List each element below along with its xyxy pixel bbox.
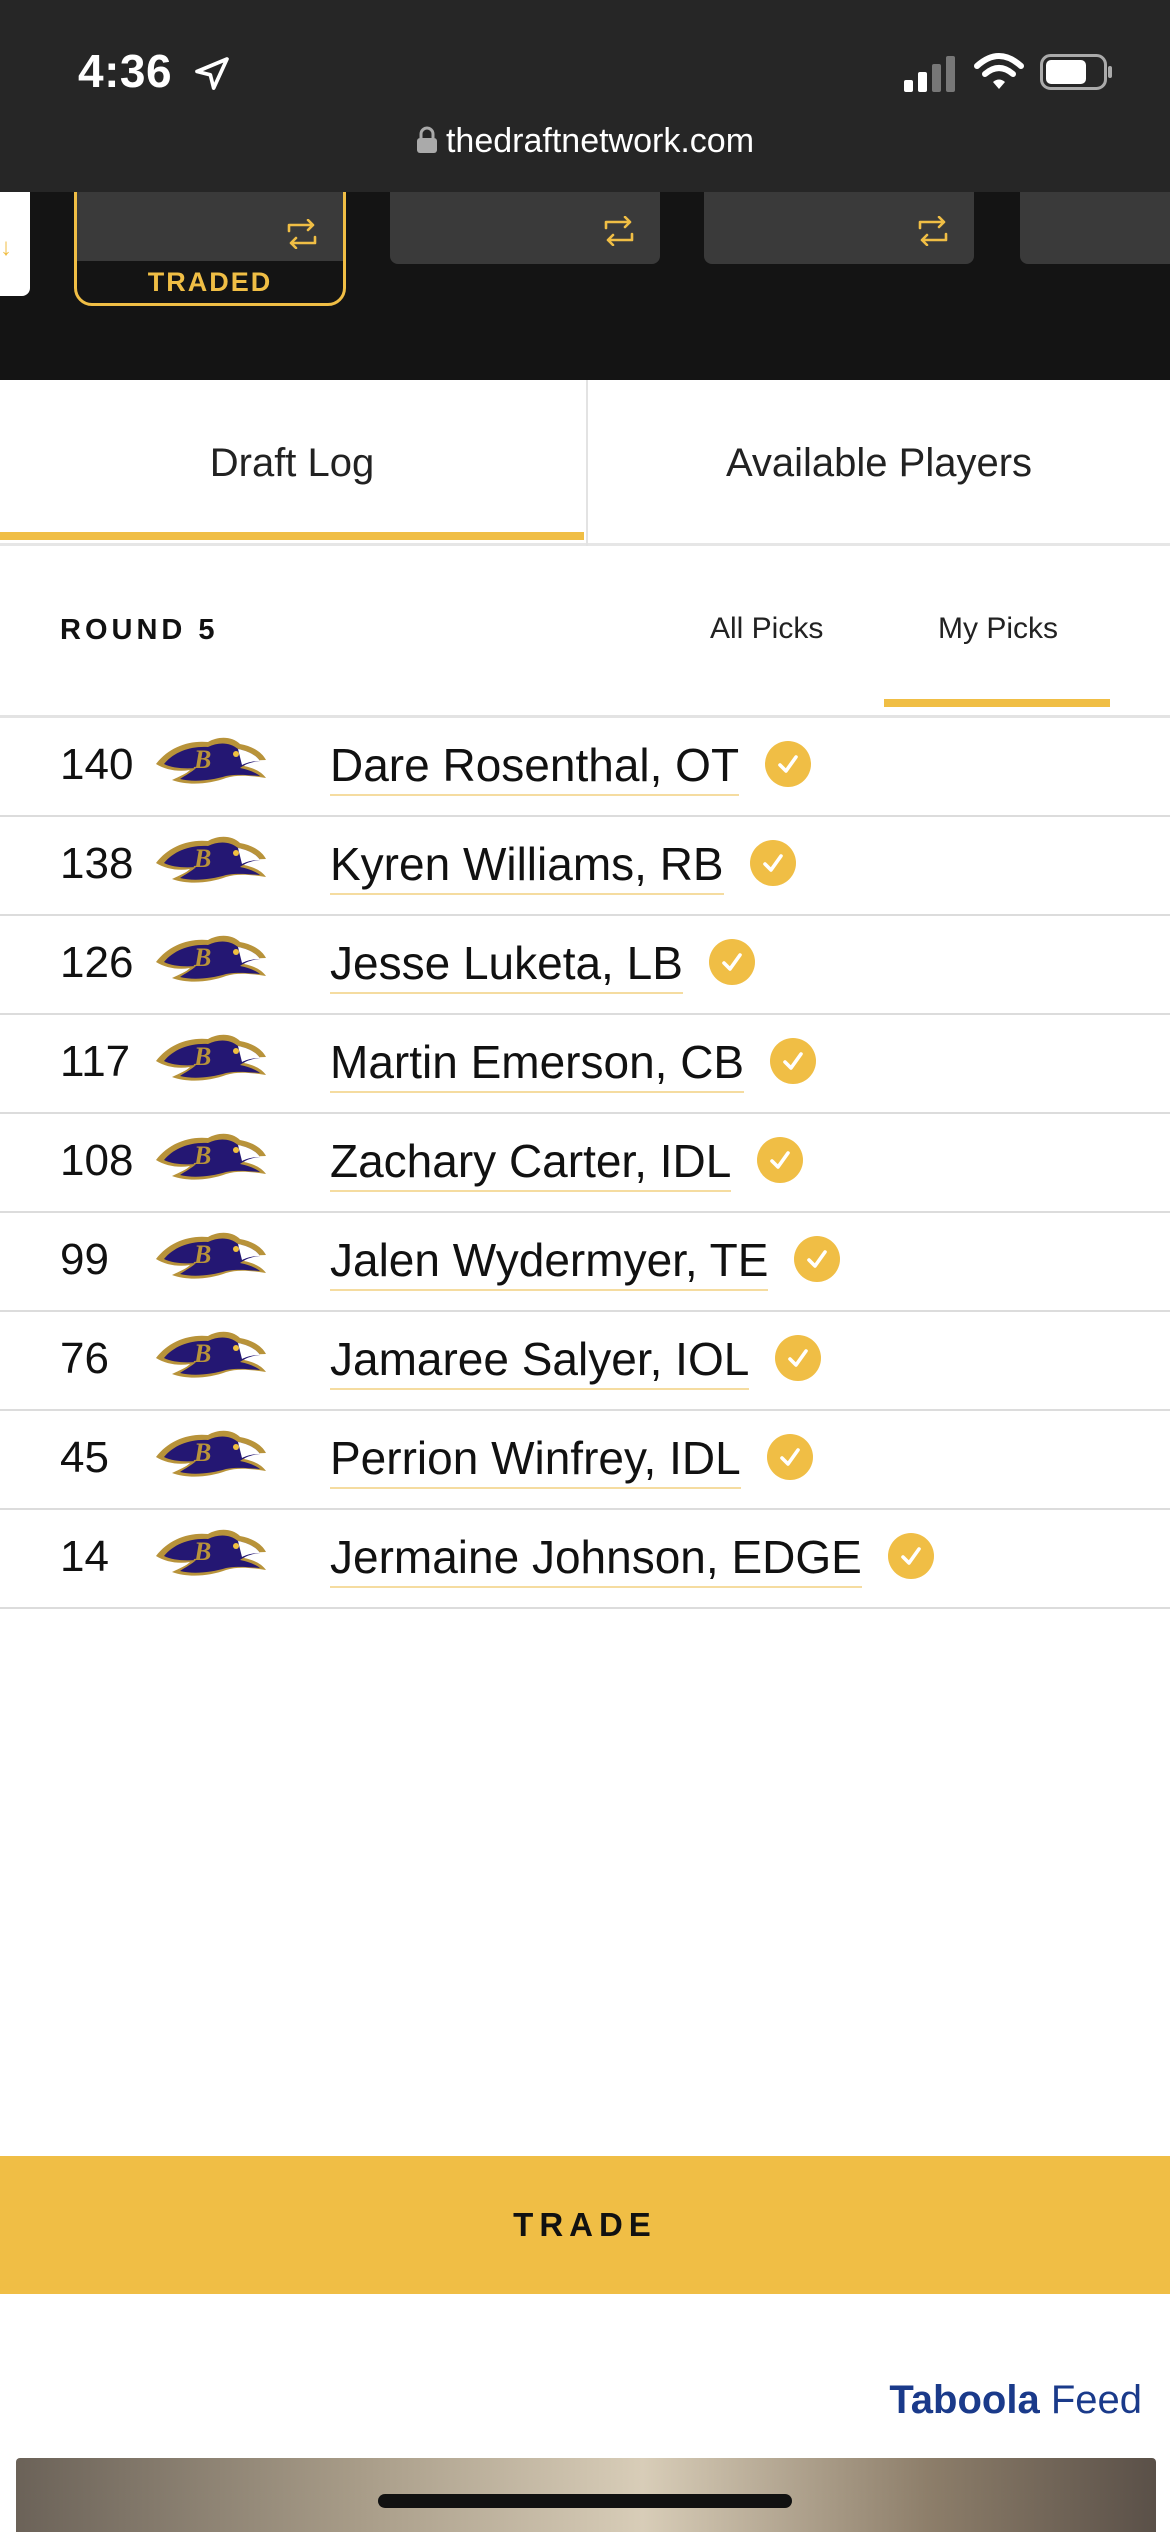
draft-card[interactable] — [1020, 192, 1170, 264]
trade-swap-icon — [918, 216, 948, 246]
svg-text:B: B — [193, 745, 211, 774]
check-icon — [887, 1533, 934, 1579]
player-name[interactable]: Kyren Williams, RB — [330, 837, 796, 895]
svg-text:B: B — [193, 1438, 211, 1467]
check-icon — [775, 1335, 822, 1381]
player-name[interactable]: Perrion Winfrey, IDL — [330, 1431, 813, 1489]
ravens-logo-icon: B — [156, 1529, 266, 1576]
battery-icon — [1040, 54, 1112, 90]
check-icon — [766, 1434, 813, 1480]
svg-text:B: B — [193, 1537, 211, 1566]
pick-row[interactable]: 108 B Zachary Carter, IDL — [0, 1114, 1170, 1213]
card-body — [77, 192, 343, 261]
pick-number: 117 — [60, 1037, 131, 1086]
player-name-text: Jermaine Johnson, EDGE — [330, 1530, 862, 1588]
taboola-feed: Feed — [1050, 2378, 1142, 2422]
pick-row[interactable]: 140 B Dare Rosenthal, OT — [0, 718, 1170, 817]
url-text: thedraftnetwork.com — [445, 122, 755, 160]
svg-text:B: B — [193, 1240, 211, 1269]
pick-number: 108 — [60, 1136, 134, 1185]
ravens-logo-icon: B — [156, 1232, 266, 1279]
player-name[interactable]: Jesse Luketa, LB — [330, 936, 755, 994]
taboola-brand: Taboola — [889, 2378, 1040, 2422]
pick-number: 99 — [60, 1235, 109, 1284]
player-name-text: Kyren Williams, RB — [330, 837, 724, 895]
pick-row[interactable]: 126 B Jesse Luketa, LB — [0, 916, 1170, 1015]
pick-number: 140 — [60, 740, 134, 789]
check-icon — [770, 1038, 817, 1084]
arrow-icon: ↓ — [0, 234, 12, 261]
player-name[interactable]: Dare Rosenthal, OT — [330, 738, 812, 796]
ravens-logo-icon: B — [156, 1430, 266, 1477]
player-name-text: Jalen Wydermyer, TE — [330, 1233, 769, 1291]
ravens-logo-icon: B — [156, 1133, 266, 1180]
check-icon — [794, 1236, 841, 1282]
check-icon — [708, 939, 755, 985]
pick-number: 138 — [60, 839, 134, 888]
draft-card[interactable] — [704, 192, 974, 264]
filter-all-picks[interactable]: All Picks — [710, 612, 824, 645]
ravens-logo-icon: B — [156, 1331, 266, 1378]
ravens-logo-icon: B — [156, 1034, 266, 1081]
pick-row[interactable]: 99 B Jalen Wydermyer, TE — [0, 1213, 1170, 1312]
pick-row[interactable]: 76 B Jamaree Salyer, IOL — [0, 1312, 1170, 1411]
pick-number: 126 — [60, 938, 134, 987]
draft-card[interactable]: ↓ — [0, 192, 30, 296]
status-bar: 4:36 thedraftnetwork.com — [0, 0, 1170, 192]
draft-card[interactable] — [390, 192, 660, 264]
location-arrow-icon — [195, 57, 229, 90]
svg-text:B: B — [193, 1339, 211, 1368]
player-name[interactable]: Zachary Carter, IDL — [330, 1134, 804, 1192]
pick-number: 76 — [60, 1334, 109, 1383]
player-name-text: Jamaree Salyer, IOL — [330, 1332, 750, 1390]
svg-text:B: B — [193, 1141, 211, 1170]
taboola-feed-label[interactable]: Taboola Feed — [889, 2378, 1142, 2423]
player-name-text: Perrion Winfrey, IDL — [330, 1431, 741, 1489]
pick-list: 140 B Dare Rosenthal, OT 138 B Kyren Wil… — [0, 718, 1170, 1609]
pick-number: 14 — [60, 1532, 109, 1581]
filter-my-picks[interactable]: My Picks — [938, 612, 1058, 645]
pick-number: 45 — [60, 1433, 109, 1482]
player-name[interactable]: Jermaine Johnson, EDGE — [330, 1530, 934, 1588]
url-bar[interactable]: thedraftnetwork.com — [0, 122, 1170, 161]
pick-row[interactable]: 14 B Jermaine Johnson, EDGE — [0, 1510, 1170, 1609]
player-name[interactable]: Jalen Wydermyer, TE — [330, 1233, 841, 1291]
pick-row[interactable]: 138 B Kyren Williams, RB — [0, 817, 1170, 916]
player-name[interactable]: Jamaree Salyer, IOL — [330, 1332, 822, 1390]
wifi-icon — [974, 53, 1024, 89]
tab-bar: Draft Log Available Players — [0, 380, 1170, 546]
tab-draft-log[interactable]: Draft Log — [209, 441, 375, 485]
draft-board[interactable]: ↓ TRADED — [0, 192, 1170, 380]
tab-available-players[interactable]: Available Players — [586, 380, 1170, 546]
ravens-logo-icon: B — [156, 935, 266, 982]
cellular-signal-icon — [904, 56, 955, 92]
check-icon — [765, 741, 812, 787]
trade-swap-icon — [604, 216, 634, 246]
ravens-logo-icon: B — [156, 836, 266, 883]
svg-text:B: B — [193, 844, 211, 873]
traded-label: TRADED — [147, 267, 273, 297]
svg-text:B: B — [193, 1042, 211, 1071]
round-label: ROUND 5 — [60, 614, 219, 646]
active-tab-indicator — [0, 532, 584, 540]
round-header: ROUND 5 All Picks My Picks — [0, 546, 1170, 718]
active-filter-indicator — [884, 699, 1110, 707]
player-name[interactable]: Martin Emerson, CB — [330, 1035, 817, 1093]
player-name-text: Jesse Luketa, LB — [330, 936, 683, 994]
trade-button[interactable]: TRADE — [0, 2156, 1170, 2294]
check-icon — [749, 840, 796, 886]
ravens-logo-icon: B — [156, 737, 266, 784]
traded-pick-card[interactable]: TRADED — [74, 192, 346, 306]
lock-icon — [416, 126, 437, 153]
player-name-text: Dare Rosenthal, OT — [330, 738, 740, 796]
home-indicator[interactable] — [378, 2494, 792, 2508]
player-name-text: Martin Emerson, CB — [330, 1035, 745, 1093]
trade-swap-icon — [287, 219, 317, 249]
player-name-text: Zachary Carter, IDL — [330, 1134, 732, 1192]
status-time: 4:36 — [78, 45, 173, 97]
pick-row[interactable]: 45 B Perrion Winfrey, IDL — [0, 1411, 1170, 1510]
svg-text:B: B — [193, 943, 211, 972]
pick-row[interactable]: 117 B Martin Emerson, CB — [0, 1015, 1170, 1114]
check-icon — [757, 1137, 804, 1183]
